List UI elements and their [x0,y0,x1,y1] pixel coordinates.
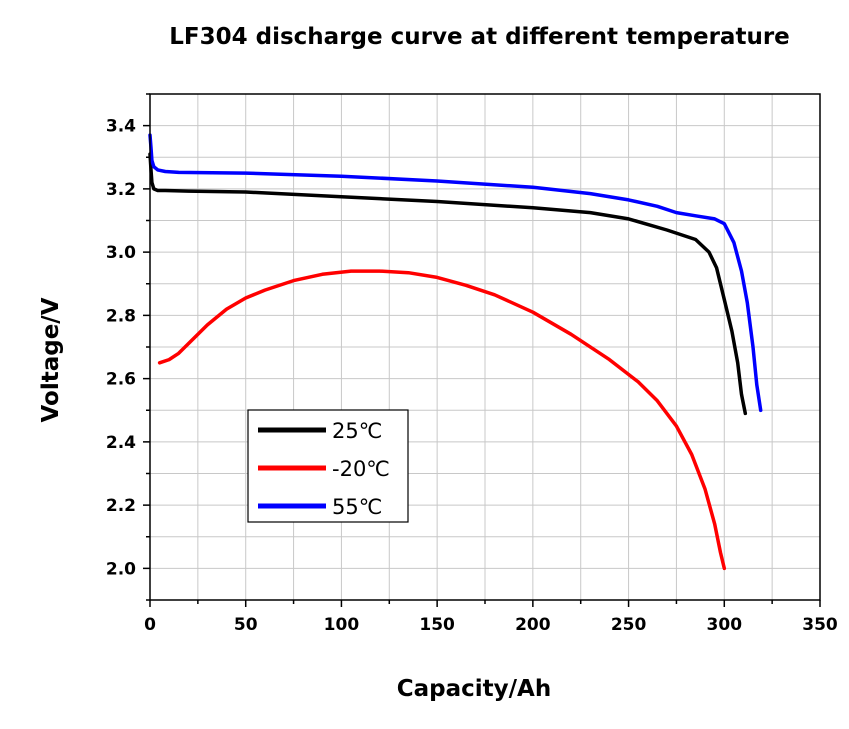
y-tick-label: 2.8 [106,306,136,326]
x-tick-label: 250 [611,615,647,635]
plot-frame [149,93,821,601]
axis-ticks [143,93,821,607]
x-axis-title: Capacity/Ah [397,676,551,702]
x-tick-label: 200 [515,615,551,635]
y-tick-label: 3.2 [106,180,136,200]
y-tick-label: 2.0 [106,559,136,579]
y-tick-label: 3.0 [106,243,136,263]
legend-label: 25℃ [332,419,382,443]
y-tick-label: 2.4 [106,433,136,453]
x-tick-label: 100 [324,615,360,635]
x-tick-label: 300 [707,615,743,635]
series-line-1 [148,152,748,416]
y-tick-label: 2.6 [106,370,136,390]
legend-label: -20℃ [332,457,390,481]
series-line-2 [157,269,727,571]
legend: 25℃ -20℃ 55℃ [247,409,409,523]
grid-lines [150,94,820,600]
x-tick-label: 0 [144,615,156,635]
x-tick-labels: 0 50 100 150 200 250 300 350 [144,615,838,635]
y-axis-title: Voltage/V [38,297,64,422]
y-tick-labels: 2.0 2.2 2.4 2.6 2.8 3.0 3.2 3.4 [106,117,136,580]
series-line-3 [148,133,763,413]
series-lines [148,133,763,571]
x-tick-label: 350 [802,615,838,635]
x-tick-label: 50 [234,615,258,635]
x-tick-label: 150 [419,615,455,635]
legend-label: 55℃ [332,495,382,519]
y-tick-label: 3.4 [106,117,136,137]
y-tick-label: 2.2 [106,496,136,516]
chart-title: LF304 discharge curve at different tempe… [169,24,790,50]
